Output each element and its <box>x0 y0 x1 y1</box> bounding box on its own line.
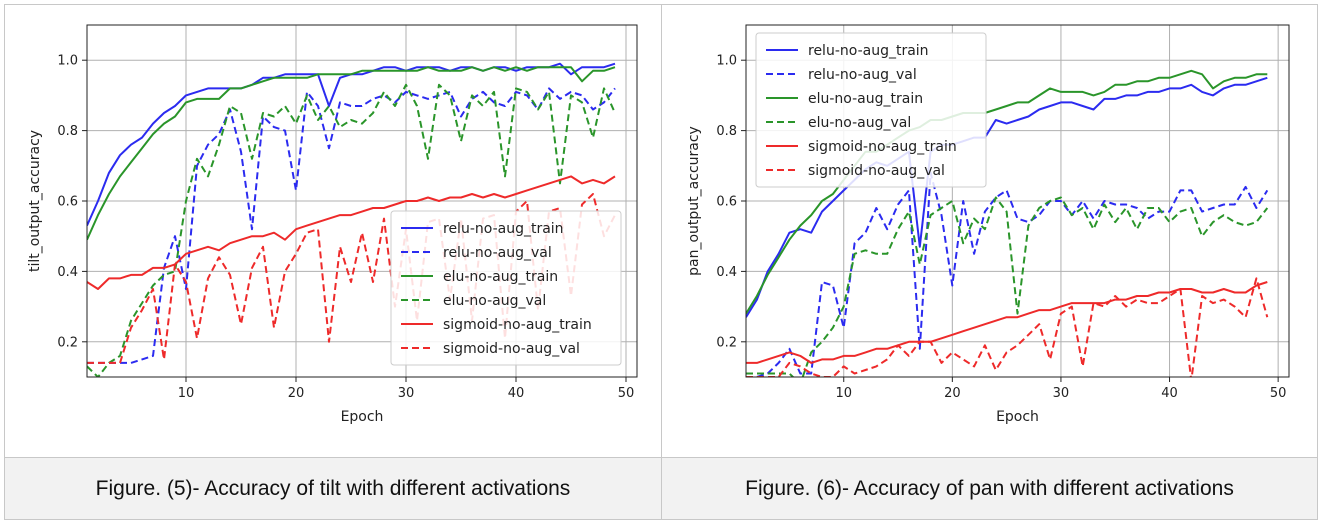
y-tick-label: 0.4 <box>716 265 737 280</box>
x-tick-label: 40 <box>508 386 525 401</box>
legend: relu-no-aug_train relu-no-aug_val elu-no-a… <box>755 32 987 188</box>
x-tick-label: 50 <box>1270 386 1287 401</box>
series-group <box>87 62 616 377</box>
y-tick-label: 0.4 <box>57 265 78 280</box>
legend-label: elu-no-aug_val <box>808 115 911 131</box>
y-axis-label: pan_output_accuracy <box>686 126 702 276</box>
y-tick-label: 1.0 <box>716 54 737 69</box>
x-tick-label: 50 <box>618 386 635 401</box>
legend-label: sigmoid-no-aug_val <box>443 341 580 357</box>
legend-label: sigmoid-no-aug_train <box>808 139 957 155</box>
series-line-sigmoid-no-aug_train <box>746 281 1268 364</box>
y-tick-label: 0.2 <box>716 335 737 350</box>
y-tick-label: 0.6 <box>57 195 78 210</box>
series-line-sigmoid-no-aug_val <box>87 193 616 364</box>
y-tick-label: 0.8 <box>716 124 737 139</box>
tilt-chart-cell: 10 20 30 40 50 0.2 0.4 0.6 0.8 1.0 Epoch tilt_outpu… <box>5 5 661 457</box>
tilt-accuracy-chart: 10 20 30 40 50 0.2 0.4 0.6 0.8 1.0 Epoch tilt_outpu… <box>27 24 638 425</box>
series-line-elu-no-aug_train <box>87 66 616 241</box>
x-tick-label: 20 <box>288 386 305 401</box>
legend: relu-no-aug_train relu-no-aug_val elu-no-a… <box>390 210 622 366</box>
pan-chart-cell: 10 20 30 40 50 0.2 0.4 0.6 0.8 1.0 Epoch pan_output… <box>661 5 1317 457</box>
pan-accuracy-chart: 10 20 30 40 50 0.2 0.4 0.6 0.8 1.0 Epoch pan_output… <box>686 24 1290 425</box>
series-line-elu-no-aug_val <box>746 196 1269 377</box>
legend-label: sigmoid-no-aug_train <box>443 317 592 333</box>
tilt-caption: Figure. (5)- Accuracy of tilt with diffe… <box>95 476 571 500</box>
legend-label: sigmoid-no-aug_val <box>808 163 945 179</box>
figure-table: 10 20 30 40 50 0.2 0.4 0.6 0.8 1.0 Epoch tilt_outpu… <box>4 4 1318 520</box>
x-axis-label: Epoch <box>341 409 384 425</box>
y-axis-label: tilt_output_accuracy <box>27 130 43 272</box>
tilt-caption-cell: Figure. (5)- Accuracy of tilt with diffe… <box>5 457 661 519</box>
x-tick-label: 10 <box>835 386 852 401</box>
y-tick-label: 0.8 <box>57 124 78 139</box>
series-line-elu-no-aug_train <box>746 69 1268 315</box>
y-tick-label: 0.6 <box>716 195 737 210</box>
series-line-elu-no-aug_val <box>87 83 616 377</box>
series-line-relu-no-aug_val <box>746 171 1269 377</box>
legend-box <box>390 210 622 366</box>
y-tick-label: 1.0 <box>57 54 78 69</box>
x-tick-label: 10 <box>178 386 195 401</box>
x-tick-label: 40 <box>1161 386 1178 401</box>
x-axis-label: Epoch <box>996 409 1039 425</box>
series-line-sigmoid-no-aug_val <box>746 277 1269 377</box>
pan-caption: Figure. (6)- Accuracy of pan with differ… <box>745 476 1234 500</box>
series-line-relu-no-aug_val <box>87 87 616 364</box>
pan-caption-cell: Figure. (6)- Accuracy of pan with differ… <box>661 457 1317 519</box>
series-group <box>746 69 1269 377</box>
legend-label: relu-no-aug_train <box>443 221 564 237</box>
y-tick-label: 0.2 <box>57 335 78 350</box>
x-tick-label: 20 <box>944 386 961 401</box>
legend-label: relu-no-aug_val <box>808 67 917 83</box>
legend-label: relu-no-aug_val <box>443 245 552 261</box>
legend-label: elu-no-aug_train <box>808 91 923 107</box>
legend-label: elu-no-aug_val <box>443 293 546 309</box>
legend-label: relu-no-aug_train <box>808 43 929 59</box>
x-tick-label: 30 <box>398 386 415 401</box>
legend-box <box>755 32 987 188</box>
series-line-relu-no-aug_train <box>746 76 1268 318</box>
legend-label: elu-no-aug_train <box>443 269 558 285</box>
x-tick-label: 30 <box>1053 386 1070 401</box>
